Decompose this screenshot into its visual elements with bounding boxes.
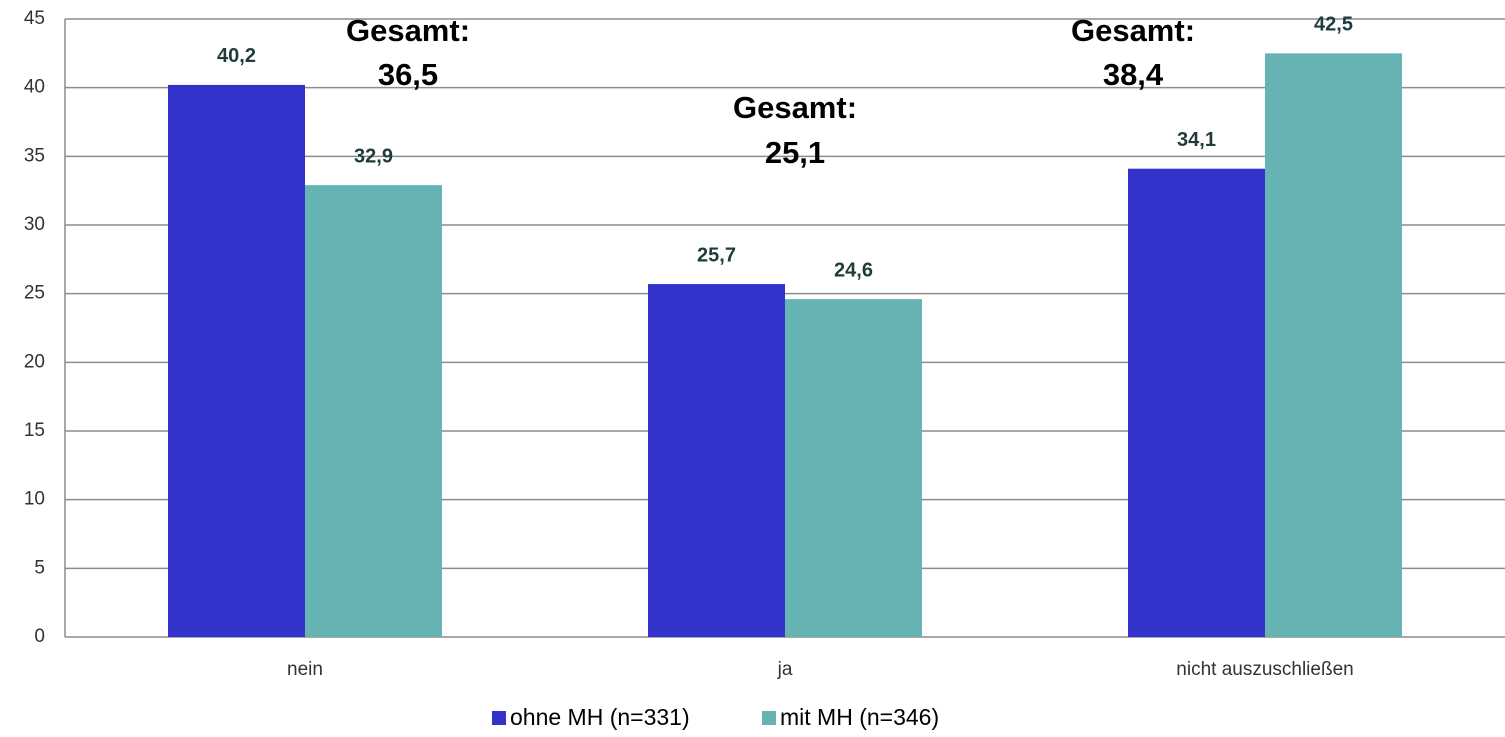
bar — [168, 84, 305, 638]
bar — [785, 299, 922, 637]
y-tick-label: 20 — [24, 351, 45, 372]
value-label: 34,1 — [1177, 129, 1216, 151]
x-tick-label: nein — [287, 659, 323, 680]
bar — [305, 185, 442, 637]
y-tick-label: 15 — [24, 420, 45, 441]
legend-swatch — [492, 711, 506, 725]
bar — [648, 284, 785, 637]
y-tick-label: 45 — [24, 8, 45, 29]
value-label: 25,7 — [697, 244, 736, 266]
annotation-total: 25,1 — [765, 135, 825, 170]
y-tick-label: 35 — [24, 145, 45, 166]
legend-label: ohne MH (n=331) — [510, 704, 690, 730]
bar — [1128, 168, 1265, 637]
annotation: Gesamt: — [1071, 13, 1195, 48]
value-label: 42,5 — [1314, 14, 1353, 36]
x-tick-label: ja — [777, 659, 793, 680]
y-tick-label: 30 — [24, 214, 45, 235]
value-label: 24,6 — [834, 259, 873, 281]
bar — [1265, 53, 1402, 638]
y-tick-label: 25 — [24, 283, 45, 304]
y-tick-label: 0 — [34, 626, 45, 647]
annotation-total: 38,4 — [1103, 57, 1164, 92]
value-label: 32,9 — [354, 145, 393, 167]
annotation-total: 36,5 — [378, 57, 438, 92]
annotation: Gesamt: — [346, 13, 470, 48]
y-tick-label: 40 — [24, 77, 45, 98]
x-tick-label: nicht auszuschließen — [1176, 659, 1353, 680]
value-label: 40,2 — [217, 45, 256, 67]
y-tick-label: 5 — [34, 557, 45, 578]
legend-label: mit MH (n=346) — [780, 704, 939, 730]
annotation: Gesamt: — [733, 90, 857, 125]
y-tick-label: 10 — [24, 489, 45, 510]
legend-swatch — [762, 711, 776, 725]
